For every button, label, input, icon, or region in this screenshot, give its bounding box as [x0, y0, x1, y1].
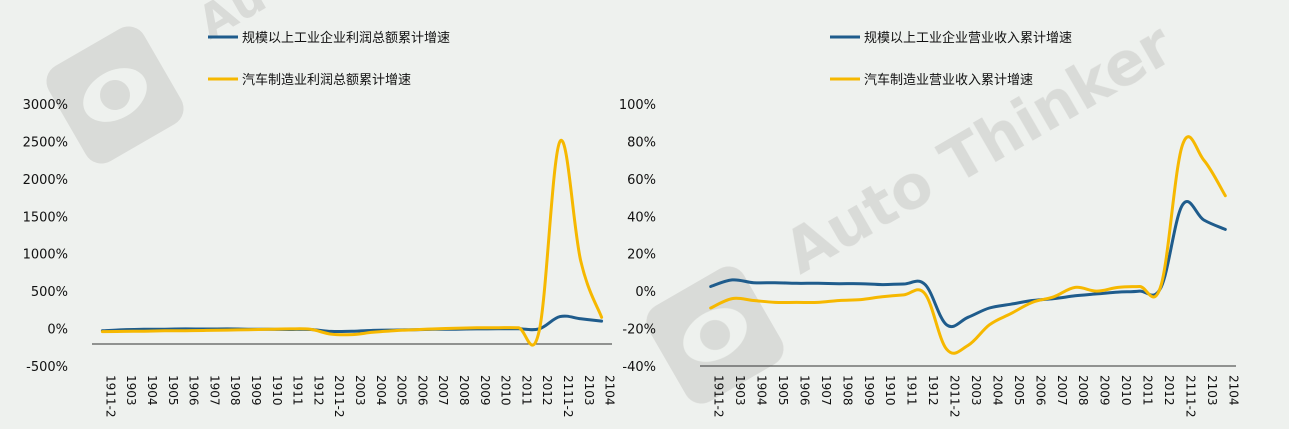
legend-label: 规模以上工业企业利润总额累计增速 — [242, 30, 450, 46]
y-tick-label: 500% — [31, 285, 68, 300]
x-tick-label: 2009 — [478, 375, 492, 406]
x-tick-label: 2005 — [1012, 375, 1026, 406]
x-tick-label: 1904 — [145, 375, 159, 406]
x-tick-label: 2004 — [990, 375, 1004, 406]
x-tick-label: 2003 — [969, 375, 983, 406]
x-tick-label: 2009 — [1098, 375, 1112, 406]
y-tick-label: 80% — [627, 135, 656, 150]
x-tick-label: 2011 — [1141, 375, 1155, 406]
y-tick-label: 20% — [627, 248, 656, 263]
y-tick-label: 40% — [627, 210, 656, 225]
y-tick-label: 60% — [627, 173, 656, 188]
x-tick-label: 1912 — [926, 375, 940, 406]
x-tick-label: 1905 — [776, 375, 790, 406]
x-tick-label: 2011-2 — [948, 375, 962, 418]
x-tick-label: 1910 — [270, 375, 284, 406]
chart-right: 100% 80% 60% 40% 20% 0% -20% -40% 1911-2 1903 1904… — [619, 30, 1240, 418]
y-tick-label: -40% — [622, 360, 656, 375]
x-tick-label: 1912 — [311, 375, 325, 406]
x-tick-label: 1911-2 — [103, 375, 117, 418]
y-tick-label: -500% — [26, 360, 68, 375]
x-tick-label: 1906 — [797, 375, 811, 406]
x-tick-label: 2104 — [603, 375, 617, 406]
y-tick-label: 0% — [635, 285, 656, 300]
x-tick-label: 2010 — [499, 375, 513, 406]
x-tick-label: 2011 — [519, 375, 533, 406]
x-tick-label: 2010 — [1119, 375, 1133, 406]
x-tick-label: 1907 — [819, 375, 833, 406]
x-tick-label: 2103 — [582, 375, 596, 406]
legend-label: 汽车制造业利润总额累计增速 — [242, 72, 411, 88]
y-tick-label: 2500% — [23, 135, 68, 150]
x-tick-label: 1910 — [883, 375, 897, 406]
x-tick-label: 2007 — [436, 375, 450, 406]
x-tick-label: 2003 — [353, 375, 367, 406]
x-tick-label: 1909 — [862, 375, 876, 406]
x-tick-label: 2004 — [374, 375, 388, 406]
legend-label: 规模以上工业企业营业收入累计增速 — [864, 30, 1072, 46]
x-tick-label: 2012 — [540, 375, 554, 406]
x-tick-label: 2007 — [1055, 375, 1069, 406]
x-tick-label: 1903 — [124, 375, 138, 406]
x-tick-label: 1903 — [733, 375, 747, 406]
y-tick-label: 3000% — [23, 98, 68, 113]
x-tick-label: 2008 — [457, 375, 471, 406]
x-tick-label: 1905 — [166, 375, 180, 406]
watermark: Au Auto Thinker — [46, 0, 1185, 404]
y-tick-label: 0% — [47, 323, 68, 338]
x-tick-label: 2012 — [1162, 375, 1176, 406]
legend-label: 汽车制造业营业收入累计增速 — [864, 72, 1033, 88]
x-tick-label: 1906 — [187, 375, 201, 406]
x-tick-label: 2111-2 — [1183, 375, 1197, 418]
y-tick-label: 1000% — [23, 248, 68, 263]
x-tick-label: 1907 — [207, 375, 221, 406]
x-tick-label: 2011-2 — [332, 375, 346, 418]
x-tick-label: 2006 — [415, 375, 429, 406]
watermark-text-right: Auto Thinker — [773, 9, 1185, 288]
x-tick-label: 2104 — [1226, 375, 1240, 406]
x-tick-label: 1908 — [840, 375, 854, 406]
series-line-2 — [100, 138, 604, 347]
y-tick-label: 100% — [619, 98, 656, 113]
chart-left: 3000% 2500% 2000% 1500% 1000% 500% 0% -500% 1911… — [23, 30, 617, 418]
y-tick-label: 2000% — [23, 173, 68, 188]
x-tick-label: 2005 — [395, 375, 409, 406]
x-tick-label: 1908 — [228, 375, 242, 406]
x-tick-label: 1911 — [291, 375, 305, 406]
x-tick-label: 2006 — [1033, 375, 1047, 406]
series-line-1 — [100, 314, 604, 334]
y-tick-label: -20% — [622, 323, 656, 338]
x-tick-label: 2111-2 — [561, 375, 575, 418]
x-tick-label: 1909 — [249, 375, 263, 406]
x-tick-label: 2008 — [1076, 375, 1090, 406]
x-tick-label: 1904 — [755, 375, 769, 406]
x-tick-label: 1911-2 — [712, 375, 726, 418]
x-tick-label: 1911 — [905, 375, 919, 406]
x-tick-label: 2103 — [1205, 375, 1219, 406]
y-tick-label: 1500% — [23, 210, 68, 225]
watermark-logo-left — [46, 26, 184, 164]
